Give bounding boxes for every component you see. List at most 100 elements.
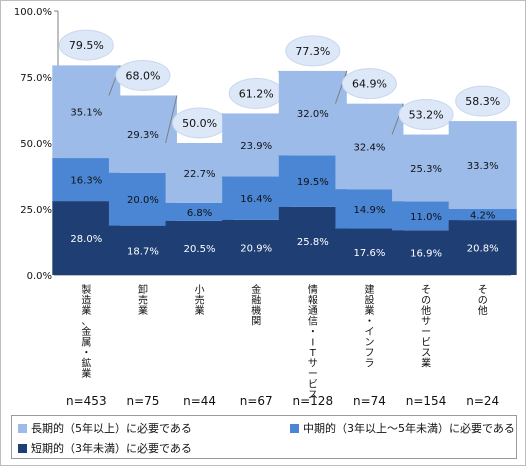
data-label-mid: 20.0% (127, 195, 159, 206)
category-label-char: 造 (81, 294, 91, 307)
data-label-short: 20.5% (184, 244, 216, 255)
legend: 長期的（5年以上）に必要である 中期的（3年以上～5年未満）に必要である 短期的… (11, 415, 517, 459)
data-label-long: 32.0% (297, 109, 329, 120)
category-label-char: 機 (251, 304, 261, 317)
data-label-mid: 4.2% (470, 211, 495, 222)
category-label-char: ス (308, 390, 318, 401)
n-label: n=453 (66, 394, 107, 408)
category-label-char: ・ (81, 348, 91, 359)
data-label-mid: 14.9% (354, 205, 386, 216)
category-label-char: 報 (308, 295, 318, 307)
total-label: 64.9% (352, 78, 387, 91)
category-label-char: 業 (364, 304, 374, 317)
y-tick-label: 50.0% (20, 139, 52, 150)
total-bubble (398, 99, 454, 131)
legend-swatch-short (18, 443, 27, 453)
category-label-char: 関 (251, 316, 261, 328)
legend-label-long: 長期的（5年以上）に必要である (31, 422, 192, 435)
y-tick-label: 25.0% (20, 205, 52, 216)
category-label-char: 信 (308, 316, 318, 328)
category-label-char: 情 (308, 283, 318, 296)
data-label-long: 23.9% (240, 141, 272, 152)
n-label: n=128 (293, 394, 334, 408)
category-label-char: 他 (478, 304, 488, 317)
category-label-char: 融 (251, 295, 261, 307)
category-label-char: の (478, 296, 488, 307)
data-label-long: 35.1% (70, 108, 102, 119)
category-label-char: サ (421, 316, 431, 328)
category-label-char: 鉱 (81, 357, 91, 370)
data-label-short: 16.9% (410, 249, 442, 260)
data-label-long: 22.7% (184, 169, 216, 180)
data-label-mid: 11.0% (410, 212, 442, 223)
category-label-char: I (311, 338, 314, 349)
total-label: 79.5% (69, 39, 104, 52)
category-label-char: ビ (308, 379, 318, 391)
data-label-long: 32.4% (354, 142, 386, 153)
y-tick-label: 100.0% (14, 7, 52, 18)
y-tick-label: 75.0% (20, 73, 52, 84)
total-label: 50.0% (182, 117, 217, 130)
bar-segment-long (448, 121, 517, 209)
n-label: n=154 (406, 394, 447, 408)
total-label: 58.3% (465, 95, 500, 108)
data-label-mid: 6.8% (187, 208, 212, 219)
data-label-short: 18.7% (127, 246, 159, 257)
category-label-char: そ (421, 284, 431, 296)
bar-segment-mid (448, 209, 517, 221)
total-bubble (115, 59, 171, 91)
category-label-char: サ (308, 358, 318, 370)
bar-segment-mid (165, 202, 234, 221)
series-connector-line (334, 70, 348, 104)
n-label: n=75 (126, 394, 159, 408)
category-label-char: 業 (81, 304, 91, 317)
category-label-char: 属 (81, 337, 91, 349)
category-label-char: 設 (364, 294, 374, 307)
category-label-char: そ (478, 284, 488, 296)
category-label-char: ー (308, 369, 318, 380)
n-label: n=67 (240, 394, 273, 408)
category-label-char: イ (364, 327, 374, 338)
stacked-bar-chart: 0.0% 25.0% 50.0% 75.0% 100.0% 28.0% 16.3% 35.1%… (14, 7, 517, 408)
category-label-char: ス (421, 348, 431, 359)
total-bubble (341, 68, 397, 100)
category-label-char: ビ (421, 337, 431, 349)
n-label: n=24 (466, 394, 499, 408)
data-label-mid: 16.3% (70, 176, 102, 187)
y-tick-label: 0.0% (27, 271, 52, 282)
category-label-char: T (309, 348, 317, 359)
category-label-char: ー (421, 327, 431, 338)
category-label-char: ・ (364, 317, 374, 328)
total-bubble (455, 85, 511, 117)
n-label: n=44 (183, 394, 216, 408)
category-label-char: ン (364, 338, 374, 349)
category-label-char: 通 (308, 305, 318, 317)
total-label: 68.0% (125, 69, 160, 82)
category-label-char: 業 (81, 367, 91, 380)
data-label-mid: 16.4% (240, 194, 272, 205)
data-label-mid: 19.5% (297, 177, 329, 188)
category-label-char: 製 (81, 283, 91, 296)
total-label: 61.2% (239, 87, 274, 100)
data-label-long: 25.3% (410, 164, 442, 175)
category-label-char: 業 (421, 357, 431, 370)
category-label-char: 建 (364, 283, 374, 296)
category-label-char: 卸 (138, 283, 148, 296)
category-label-char: 他 (421, 304, 431, 317)
data-label-short: 20.8% (467, 244, 499, 255)
category-label-char: 業 (195, 304, 205, 317)
category-label-char: ラ (364, 358, 374, 370)
data-label-long: 29.3% (127, 130, 159, 141)
legend-item-long: 長期的（5年以上）に必要である (18, 420, 192, 436)
data-label-short: 20.9% (240, 243, 272, 254)
category-label-char: 売 (195, 294, 205, 307)
total-label: 53.2% (409, 109, 444, 122)
legend-swatch-mid (290, 423, 299, 433)
total-label: 77.3% (295, 45, 330, 58)
legend-label-short: 短期的（3年未満）に必要である (31, 442, 192, 455)
data-label-short: 28.0% (70, 234, 102, 245)
data-label-short: 25.8% (297, 237, 329, 248)
category-label-char: 売 (138, 294, 148, 307)
legend-item-mid: 中期的（3年以上～5年未満）に必要である (290, 420, 515, 436)
